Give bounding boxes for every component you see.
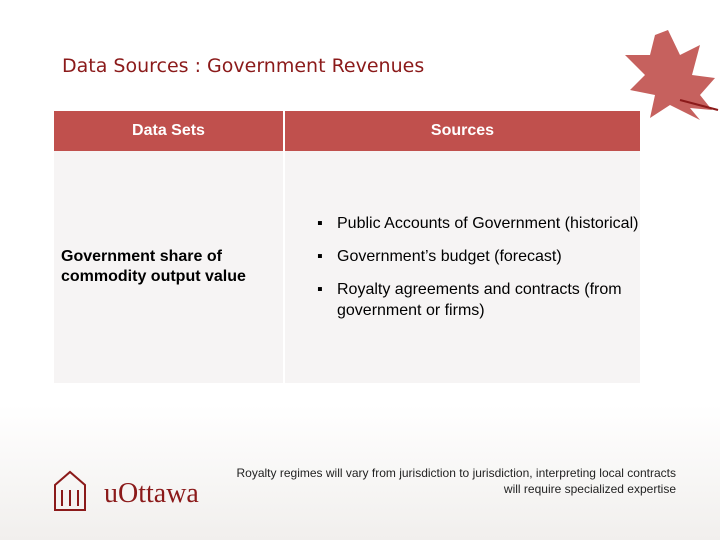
slide-title: Data Sources : Government Revenues <box>62 55 425 77</box>
header-cell: Sources <box>284 111 642 151</box>
header-cell: Data Sets <box>54 111 285 151</box>
leaf-stem <box>679 99 719 111</box>
data-table: Data Sets Sources Government share of co… <box>54 111 642 383</box>
sources-cell: Public Accounts of Government (historica… <box>284 151 642 383</box>
source-item: Public Accounts of Government (historica… <box>317 213 640 234</box>
maple-leaf <box>625 30 715 120</box>
logo-icon <box>54 470 86 511</box>
source-item: Royalty agreements and contracts (from g… <box>317 279 640 321</box>
logo-text: uOttawa <box>104 478 199 509</box>
sources-list: Public Accounts of Government (historica… <box>285 213 640 321</box>
footnote: Royalty regimes will vary from jurisdict… <box>236 466 677 496</box>
data-set-cell: Government share of commodity output val… <box>54 151 285 383</box>
source-item: Government’s budget (forecast) <box>317 246 640 267</box>
